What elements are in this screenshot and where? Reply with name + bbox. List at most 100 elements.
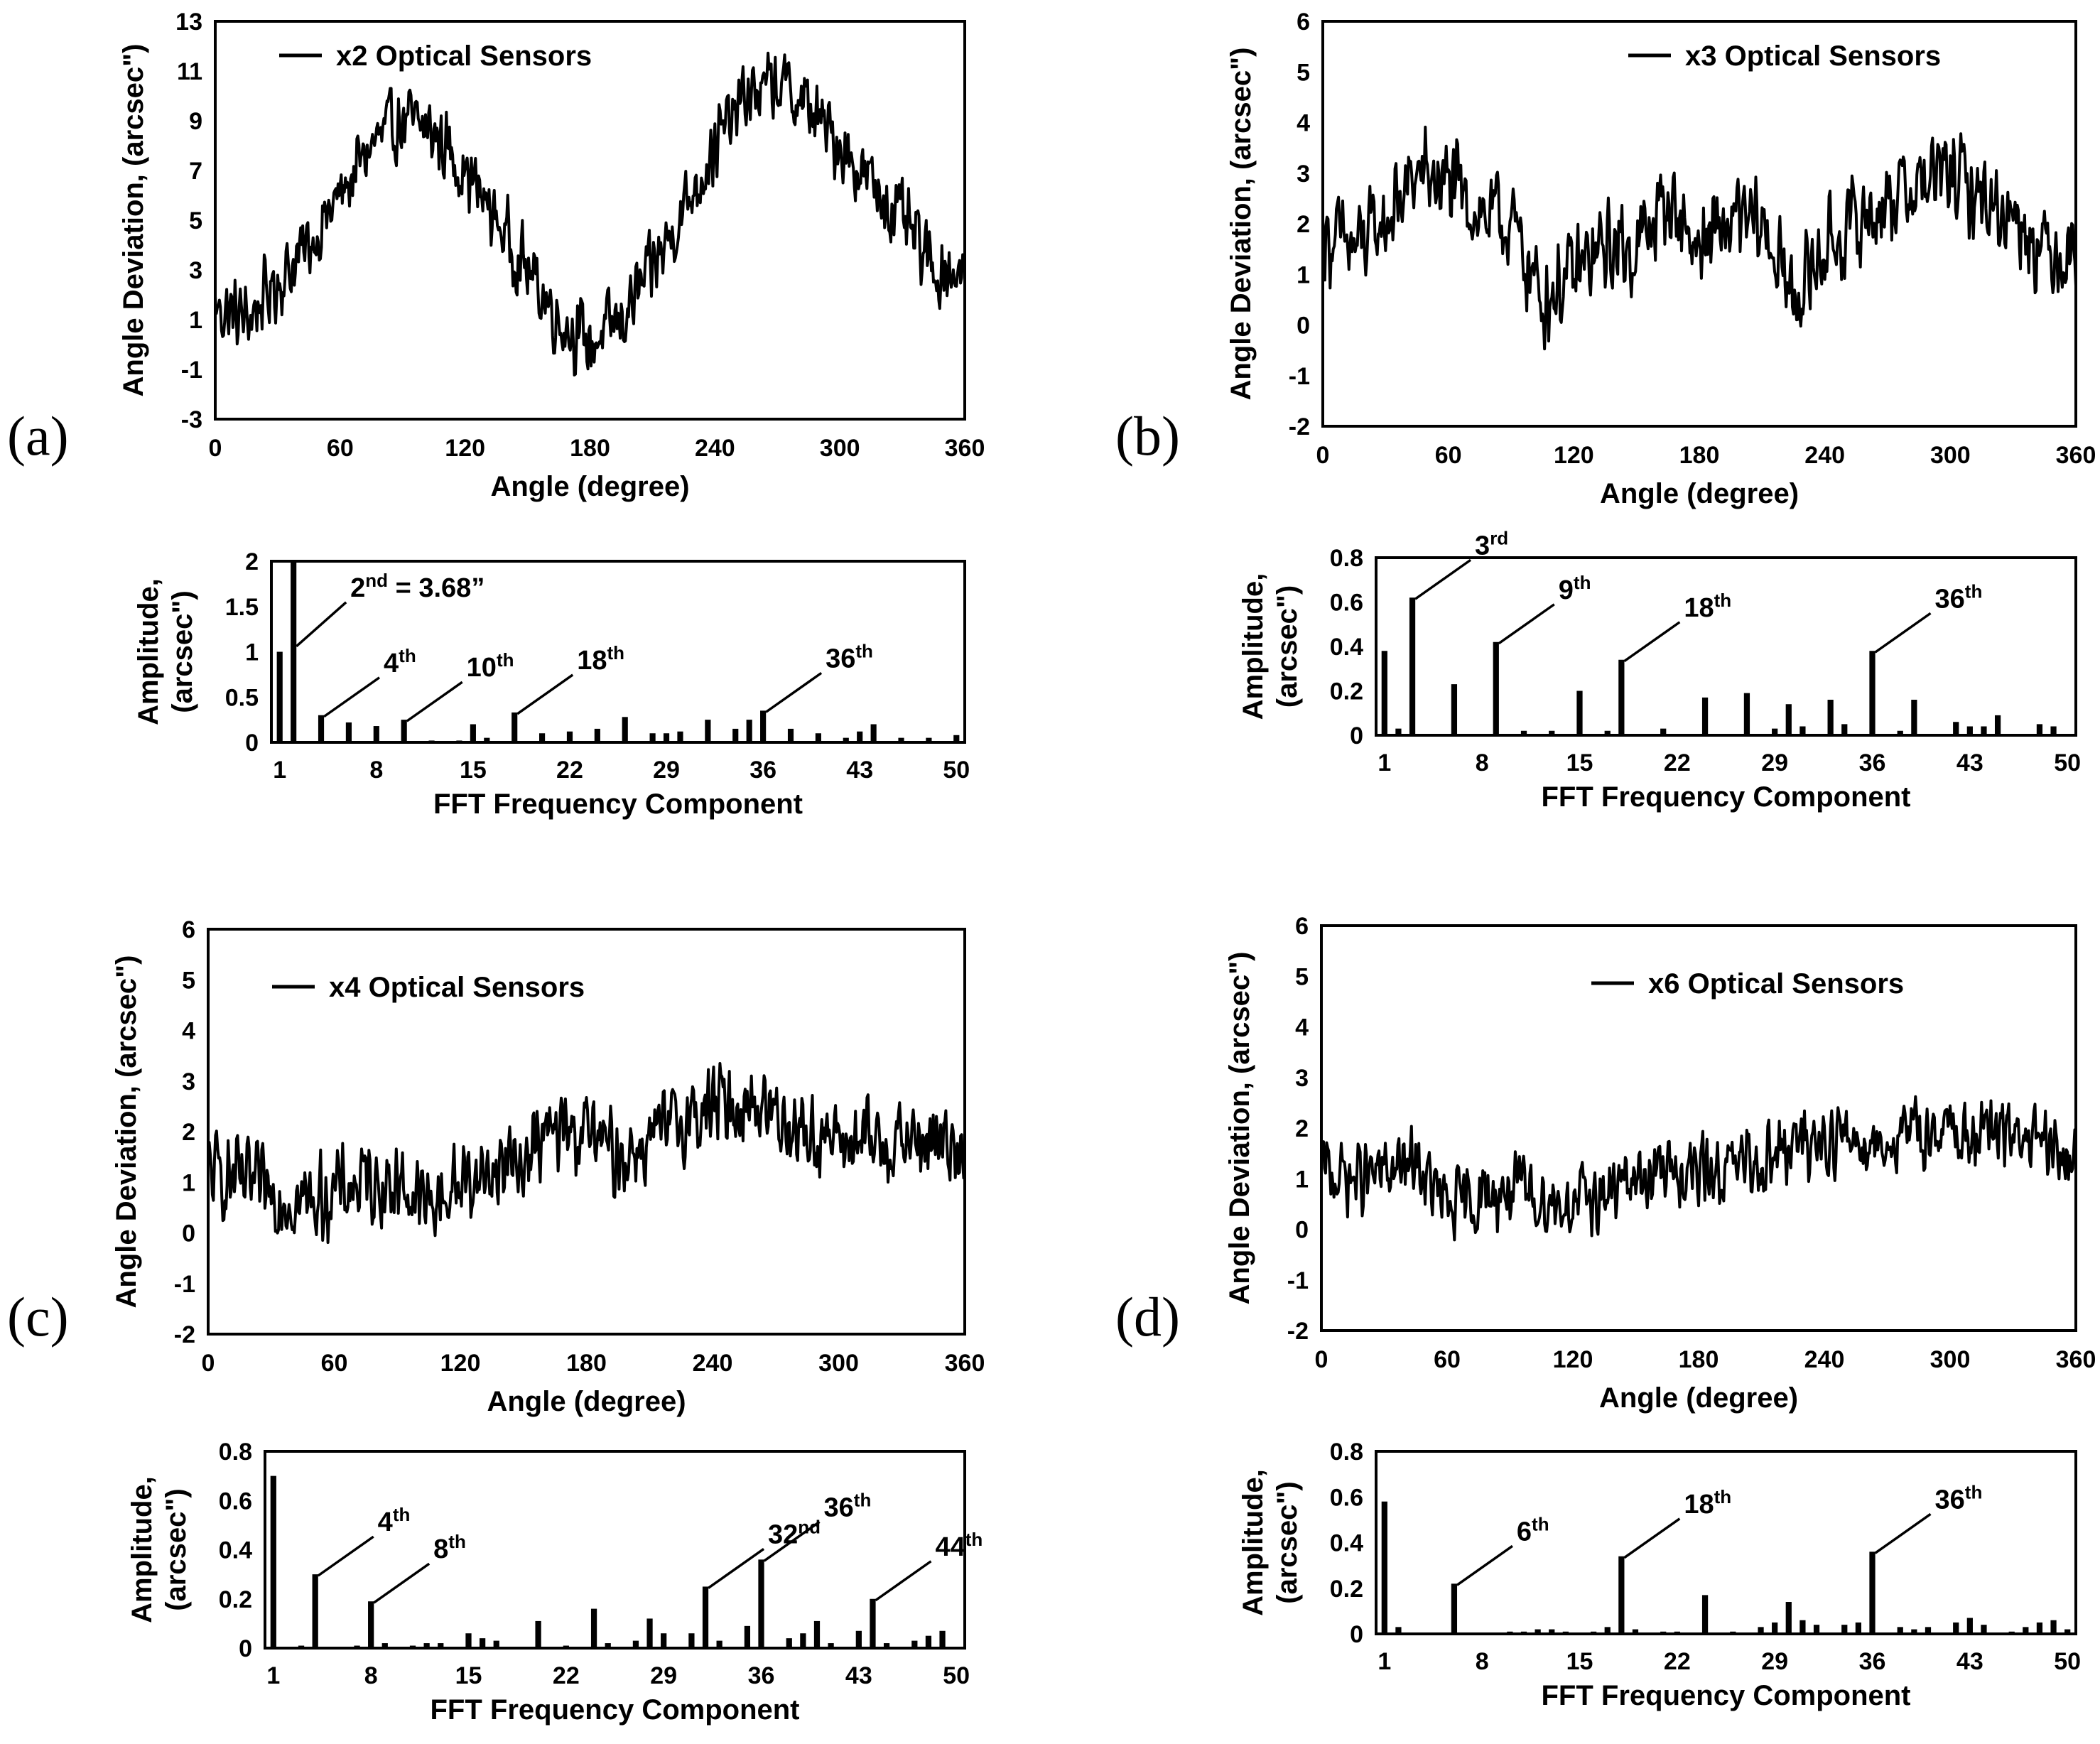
x-tick-label: 1 xyxy=(1378,1648,1391,1675)
x-axis-label: FFT Frequency Component xyxy=(1542,781,1911,813)
annotation-label: 36th xyxy=(1935,1481,1983,1515)
y-axis-label-unit: (arcsec") xyxy=(1272,585,1303,708)
annotation-leader xyxy=(1414,558,1472,600)
fft-bar xyxy=(1925,1627,1932,1634)
x-tick-label: 36 xyxy=(1859,1648,1886,1675)
fft-bar xyxy=(1897,730,1903,735)
x-tick-label: 60 xyxy=(1435,442,1462,469)
fft-bar xyxy=(590,1608,597,1648)
fft-bar xyxy=(1701,697,1709,735)
x-tick-label: 8 xyxy=(1476,749,1489,776)
y-tick-label: 1 xyxy=(1297,261,1310,288)
fft-bar xyxy=(1409,597,1416,735)
annotation-label-number: 18 xyxy=(577,646,607,676)
fft-bar xyxy=(1618,659,1625,735)
fft-bar xyxy=(512,712,518,742)
y-tick-label: 0.2 xyxy=(1330,678,1363,705)
annotation-leader xyxy=(875,1560,932,1602)
fft-bar xyxy=(1966,726,1973,735)
y-tick-label: 0.6 xyxy=(1330,590,1363,617)
x-tick-label: 43 xyxy=(846,757,873,784)
fft-bar xyxy=(1758,1627,1764,1634)
annotation-label-number: 6 xyxy=(1517,1517,1532,1547)
annotation-leader xyxy=(1498,603,1555,645)
fft-bar xyxy=(1772,728,1778,735)
fft-bar xyxy=(800,1633,806,1648)
y-tick-label: 1 xyxy=(189,307,202,334)
fft-bar xyxy=(622,717,628,742)
annotation-label-value: = 3.68” xyxy=(388,573,485,603)
annotation-label-suffix: th xyxy=(854,1489,872,1510)
fft-bar xyxy=(911,1640,918,1648)
annotation-label: 18th xyxy=(1684,1486,1731,1520)
annotation-label: 10th xyxy=(467,649,514,683)
fft-bar xyxy=(2023,1627,2029,1634)
annotation-label: 6th xyxy=(1517,1513,1549,1547)
fft-bar xyxy=(926,737,932,742)
y-tick-label: 0 xyxy=(239,1635,252,1662)
annotation-leader xyxy=(1874,612,1932,654)
x-tick-label: 0 xyxy=(1315,1346,1328,1373)
annotation-label-number: 10 xyxy=(467,653,497,683)
y-tick-label: 0.6 xyxy=(219,1488,252,1515)
x-tick-label: 29 xyxy=(1761,749,1788,776)
x-tick-label: 360 xyxy=(945,1350,985,1377)
x-tick-label: 240 xyxy=(1804,442,1845,469)
y-tick-label: -3 xyxy=(181,406,202,433)
x-tick-label: 0 xyxy=(1316,442,1330,469)
fft-bar xyxy=(760,710,767,742)
y-tick-label: 6 xyxy=(182,916,195,943)
x-axis-label: FFT Frequency Component xyxy=(1542,1680,1911,1711)
fft-bar xyxy=(870,724,877,742)
x-tick-label: 240 xyxy=(1804,1346,1845,1373)
fft-bar xyxy=(1549,730,1555,735)
y-tick-label: 0 xyxy=(1297,313,1310,340)
y-tick-label: 0.2 xyxy=(219,1586,252,1613)
annotation-label-number: 32 xyxy=(768,1520,798,1549)
fft-bar xyxy=(702,1586,709,1648)
annotation-leader xyxy=(295,601,347,648)
annotation-label-suffix: rd xyxy=(1490,527,1508,548)
annotation-label-number: 18 xyxy=(1684,593,1714,623)
x-tick-label: 43 xyxy=(1956,749,1983,776)
x-tick-label: 29 xyxy=(1761,1648,1788,1675)
fft-bar xyxy=(2036,1622,2043,1634)
annotation-label: 4th xyxy=(378,1504,411,1537)
fft-bar xyxy=(594,728,600,742)
fft-bar xyxy=(1799,726,1806,735)
y-tick-label: 0 xyxy=(1350,722,1363,749)
x-tick-label: 60 xyxy=(1434,1346,1461,1373)
annotation-leader xyxy=(763,1520,821,1562)
x-tick-label: 29 xyxy=(653,757,680,784)
fft-bar xyxy=(1395,728,1402,735)
y-axis-label: Amplitude, xyxy=(1238,573,1269,720)
fft-bar xyxy=(1660,728,1667,735)
x-tick-label: 360 xyxy=(2056,1346,2096,1373)
fft-bar xyxy=(1395,1627,1402,1634)
fft-bar xyxy=(883,1643,890,1648)
y-tick-label: 0.6 xyxy=(1330,1484,1363,1511)
x-tick-label: 1 xyxy=(273,757,286,784)
x-axis-label: Angle (degree) xyxy=(1600,478,1799,509)
y-tick-label: 0 xyxy=(1350,1621,1363,1648)
fft-bar xyxy=(1785,704,1792,735)
x-tick-label: 8 xyxy=(369,757,383,784)
annotation-label: 3rd xyxy=(1475,527,1508,560)
annotation-label-suffix: th xyxy=(1532,1513,1549,1534)
annotation-label: 18th xyxy=(577,642,624,676)
fft-bar xyxy=(746,720,752,742)
fft-bar xyxy=(1911,1629,1917,1634)
fft-bar xyxy=(1869,1551,1876,1634)
y-tick-label: -1 xyxy=(174,1271,195,1298)
x-tick-label: 180 xyxy=(566,1350,607,1377)
y-tick-label: 3 xyxy=(1297,161,1310,188)
y-tick-label: 0.8 xyxy=(1330,545,1363,572)
annotation-label-number: 2 xyxy=(350,573,365,603)
fft-bar xyxy=(1549,1629,1555,1634)
y-tick-label: -1 xyxy=(1287,1267,1309,1294)
x-axis-label: Angle (degree) xyxy=(487,1386,686,1417)
